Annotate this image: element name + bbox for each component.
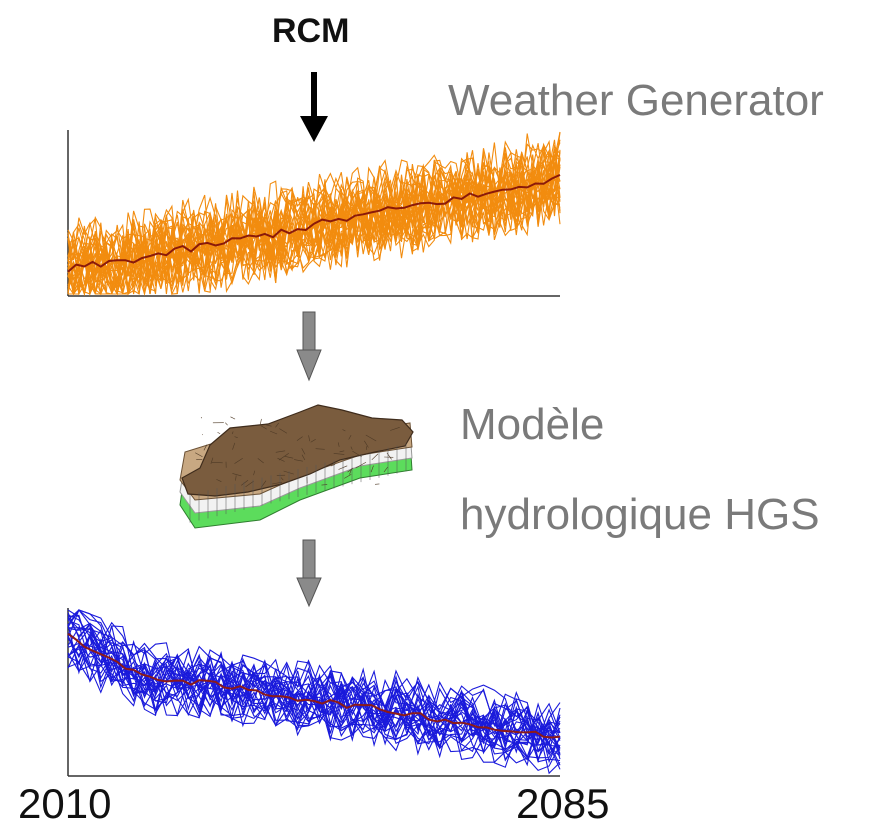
terrain-mesh-line xyxy=(225,423,227,426)
top-ensemble-series xyxy=(68,132,560,294)
flow-arrow-2 xyxy=(297,540,321,606)
bottom-ensemble-series xyxy=(68,610,560,773)
terrain-mesh-line xyxy=(201,417,202,418)
terrain-mesh-line xyxy=(218,432,221,433)
flow-arrow-1 xyxy=(297,312,321,380)
rcm-arrow xyxy=(300,72,328,142)
terrain-mesh-line xyxy=(231,417,236,419)
hydrological-model-block xyxy=(180,405,413,528)
